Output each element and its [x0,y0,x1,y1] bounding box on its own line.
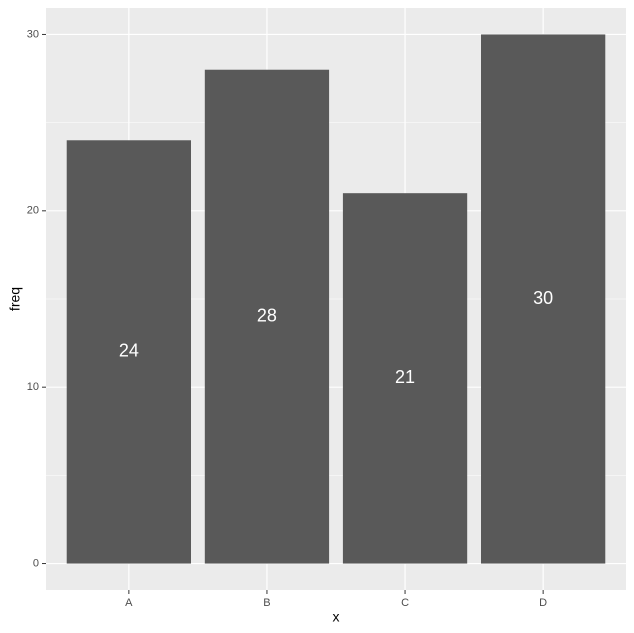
x-axis-title: x [333,609,340,625]
y-axis-title: freq [7,287,23,311]
x-tick-label: D [539,597,547,609]
bar [204,69,330,564]
bar-value-label: 30 [533,288,553,308]
x-tick-label: C [401,597,409,609]
bar-value-label: 28 [257,305,277,325]
y-tick-label: 10 [27,381,39,393]
bar [481,34,606,564]
bar-value-label: 21 [395,367,415,387]
bar-value-label: 24 [119,341,139,361]
y-tick-label: 20 [27,205,39,217]
x-tick-label: B [263,597,270,609]
bar [66,140,191,564]
bar [342,193,468,564]
y-tick-label: 30 [27,28,39,40]
y-tick-label: 0 [33,557,39,569]
x-tick-label: A [125,597,133,609]
